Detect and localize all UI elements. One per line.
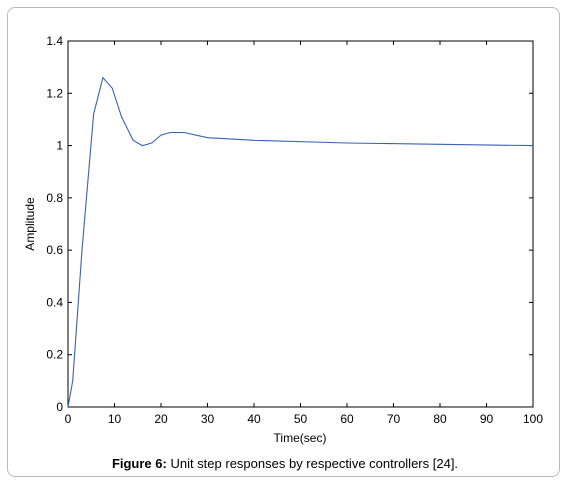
y-tick-labels: 0 0.2 0.4 0.6 0.8 1 1.2 1.4 bbox=[46, 34, 63, 414]
x-tick-label: 80 bbox=[433, 412, 447, 426]
figure-caption-label: Figure 6: bbox=[111, 456, 167, 471]
x-tick-label: 50 bbox=[294, 412, 308, 426]
x-tick-label: 60 bbox=[340, 412, 354, 426]
y-tick-label: 0 bbox=[56, 400, 63, 414]
x-tick-label: 100 bbox=[523, 412, 543, 426]
series-line-1 bbox=[67, 76, 534, 408]
plot-area bbox=[67, 40, 534, 408]
x-tick-label: 90 bbox=[480, 412, 494, 426]
x-tick-label: 20 bbox=[154, 412, 168, 426]
y-tick-label: 1.2 bbox=[46, 86, 63, 100]
x-tick-label: 70 bbox=[387, 412, 401, 426]
x-tick-label: 10 bbox=[108, 412, 122, 426]
x-tick-labels: 0 10 20 30 40 50 60 70 80 90 100 bbox=[65, 412, 544, 426]
y-tick-label: 1 bbox=[56, 139, 63, 153]
figure-caption: Figure 6: Unit step responses by respect… bbox=[0, 456, 570, 471]
x-axis-label: Time(sec) bbox=[274, 431, 327, 445]
y-tick-label: 0.4 bbox=[46, 295, 63, 309]
y-tick-label: 0.2 bbox=[46, 348, 63, 362]
figure-caption-text: Unit step responses by respective contro… bbox=[166, 456, 459, 471]
x-tick-label: 0 bbox=[65, 412, 72, 426]
y-axis-label: Amplitude bbox=[23, 197, 37, 251]
y-tick-label: 0.8 bbox=[46, 191, 63, 205]
y-tick-label: 0.6 bbox=[46, 243, 63, 257]
series-layer bbox=[67, 76, 534, 408]
x-tick-label: 40 bbox=[247, 412, 261, 426]
x-tick-label: 30 bbox=[201, 412, 215, 426]
y-tick-label: 1.4 bbox=[46, 34, 63, 48]
